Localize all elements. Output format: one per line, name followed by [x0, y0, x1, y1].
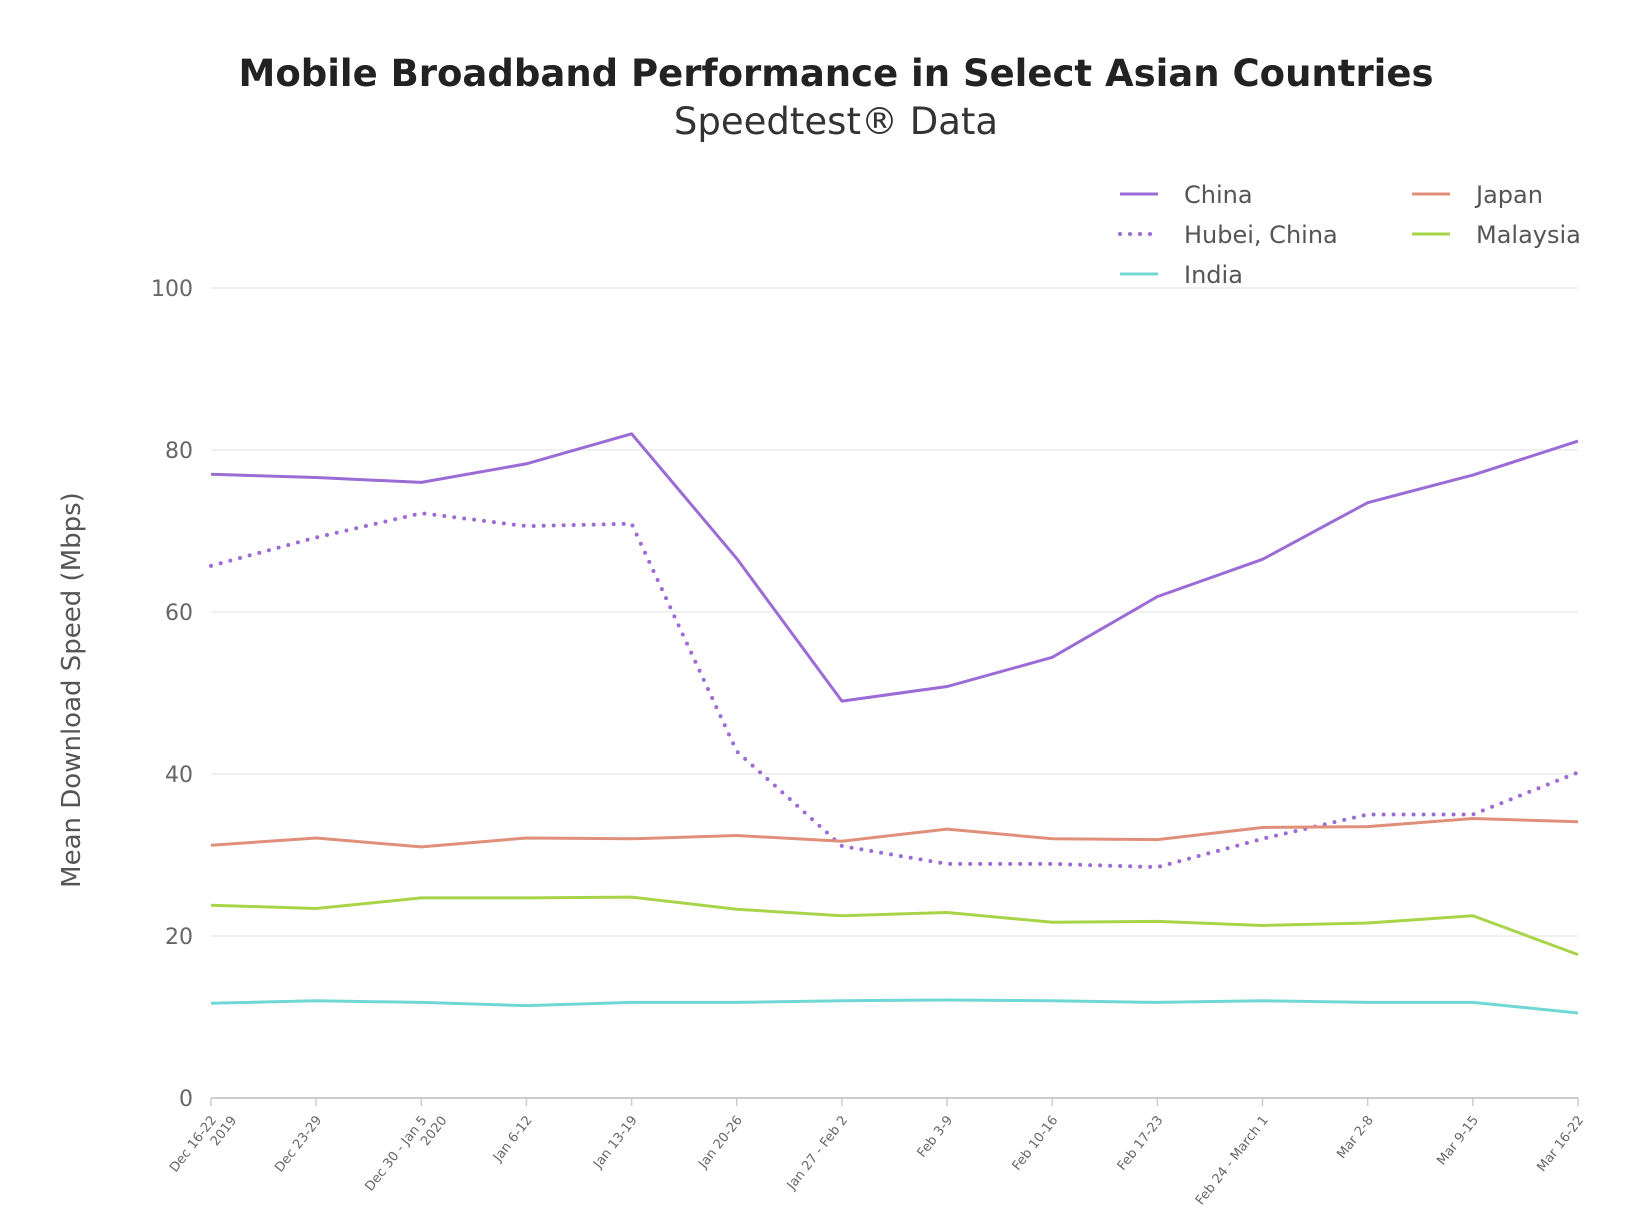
x-tick-label: Dec 16-222019 [167, 1104, 240, 1185]
legend-label: Japan [1474, 181, 1543, 209]
legend-label: India [1184, 261, 1243, 289]
legend-label: Malaysia [1476, 221, 1581, 249]
series-line-malaysia [210, 895, 1579, 957]
x-tick-label: Jan 20-26 [695, 1113, 746, 1172]
y-tick-label: 60 [165, 601, 193, 626]
chart-title: Mobile Broadband Performance in Select A… [239, 52, 1434, 95]
series-line-japan [210, 817, 1579, 849]
x-tick-label: Mar 16-22 [1534, 1113, 1587, 1175]
legend-label: China [1184, 181, 1253, 209]
x-tick-label: Jan 6-12 [490, 1113, 535, 1165]
chart-subtitle: Speedtest® Data [674, 100, 998, 143]
x-tick-label: Feb 24 - March 1 [1193, 1113, 1272, 1208]
y-tick-label: 100 [151, 277, 193, 302]
x-tick-label: Feb 10-16 [1010, 1113, 1062, 1173]
x-tick-label: Jan 13-19 [590, 1113, 641, 1172]
series-line-india [210, 998, 1579, 1015]
x-tick-label: Feb 3-9 [915, 1113, 957, 1160]
x-tick-label: Mar 9-15 [1434, 1113, 1482, 1168]
y-tick-label: 20 [165, 925, 193, 950]
x-tick-label: Dec 23-29 [272, 1113, 325, 1175]
x-tick-label: Dec 30 - Jan 52020 [362, 1104, 450, 1204]
series-line-hubei-china [209, 511, 1580, 870]
legend-label: Hubei, China [1184, 221, 1338, 249]
y-axis-label: Mean Download Speed (Mbps) [57, 492, 87, 888]
y-tick-label: 80 [165, 439, 193, 464]
y-tick-label: 0 [179, 1087, 193, 1112]
y-tick-label: 40 [165, 763, 193, 788]
x-tick-label: Jan 27 - Feb 2 [784, 1113, 851, 1193]
series-line-china [210, 432, 1579, 703]
x-tick-label: Mar 2-8 [1334, 1113, 1377, 1162]
x-tick-label: Feb 17-23 [1115, 1113, 1167, 1173]
